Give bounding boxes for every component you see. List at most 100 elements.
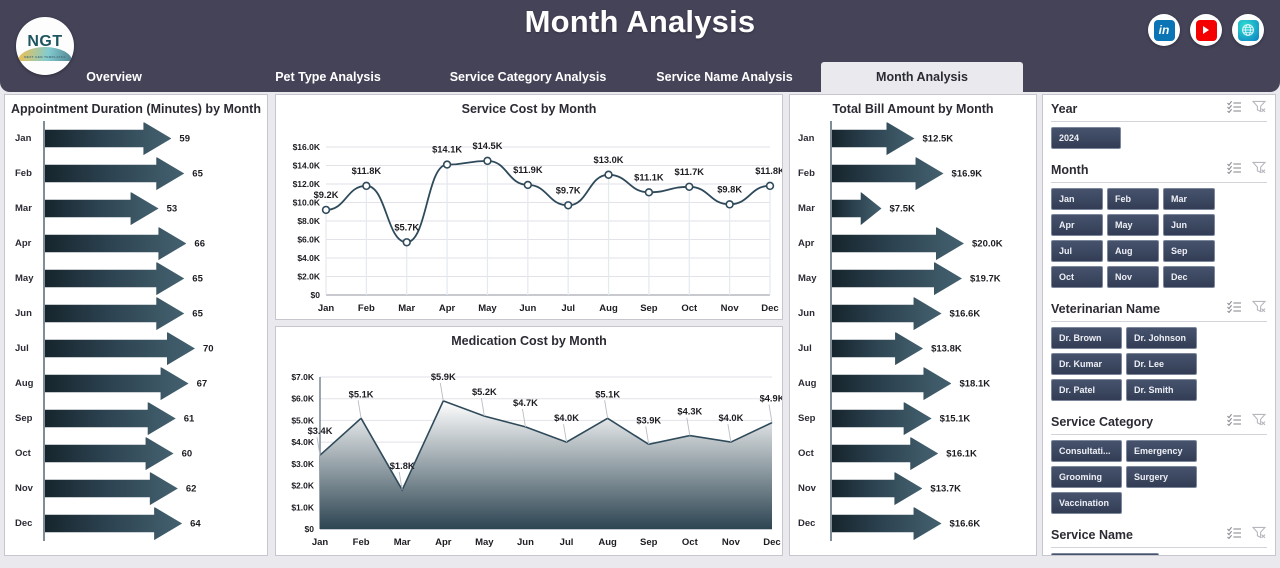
bar-value-label: $12.5K xyxy=(922,133,954,144)
data-value-label: $11.7K xyxy=(675,167,705,177)
multi-select-icon[interactable] xyxy=(1227,300,1242,318)
data-value-label: $14.1K xyxy=(432,145,462,155)
bar-track: $20.0K xyxy=(830,226,1036,261)
slicer-option[interactable]: Grooming xyxy=(1051,466,1122,488)
slicer-option[interactable]: Jan xyxy=(1051,188,1103,210)
slicer-option[interactable]: Surgery xyxy=(1126,466,1197,488)
slicer-option[interactable]: Feb xyxy=(1107,188,1159,210)
slicer-option[interactable]: Dr. Smith xyxy=(1126,379,1197,401)
globe-icon xyxy=(1237,19,1259,41)
bar-row: Dec $16.6K xyxy=(790,506,1036,541)
y-axis-tick: $1.0K xyxy=(291,502,315,512)
category-axis-line xyxy=(830,226,832,261)
slicer-option[interactable]: Jun xyxy=(1163,214,1215,236)
service-cost-chart: $0 $2.0K $4.0K $6.0K $8.0K $10.0K $12.0K $14.0K… xyxy=(276,117,782,321)
bar-value-label: 67 xyxy=(196,378,208,389)
service-cost-title: Service Cost by Month xyxy=(461,102,597,116)
data-value-label: $5.1K xyxy=(595,389,620,399)
bar-category-label: Sep xyxy=(15,413,33,424)
slicer-option[interactable]: Emergency xyxy=(1126,440,1197,462)
slicer-option[interactable]: Consultati... xyxy=(1051,440,1122,462)
slicer-option[interactable]: Nov xyxy=(1107,266,1159,288)
slicer-option[interactable]: Oct xyxy=(1051,266,1103,288)
bar-arrow xyxy=(832,261,963,296)
slicer-option[interactable]: Dec xyxy=(1163,266,1215,288)
x-axis-tick: Jun xyxy=(517,537,534,548)
x-axis-tick: Feb xyxy=(353,537,370,548)
bar-row: Dec 64 xyxy=(5,506,267,541)
slicer-title: Month xyxy=(1051,163,1089,177)
slicer-option[interactable]: Jul xyxy=(1051,240,1103,262)
slicer-option[interactable]: Apr xyxy=(1051,214,1103,236)
bar-arrow xyxy=(832,191,882,226)
x-axis-tick: Nov xyxy=(721,303,740,314)
x-axis-tick: Jul xyxy=(560,537,574,548)
y-axis-tick: $6.0K xyxy=(297,235,321,245)
slicer-divider xyxy=(1051,321,1267,322)
bar-value-label: $13.8K xyxy=(931,343,962,354)
bar-category-label: Dec xyxy=(15,518,33,529)
multi-select-icon[interactable] xyxy=(1227,413,1242,431)
logo-text: NGT xyxy=(27,32,63,50)
bar-row: Feb 65 xyxy=(5,156,267,191)
tab-overview[interactable]: Overview xyxy=(86,70,142,84)
x-axis-tick: Apr xyxy=(435,537,452,548)
category-axis-line xyxy=(830,121,832,156)
bar-value-label: $16.1K xyxy=(946,448,977,459)
tab-month-analysis[interactable]: Month Analysis xyxy=(821,62,1023,92)
tab-service-category-analysis[interactable]: Service Category Analysis xyxy=(449,70,607,84)
y-axis-tick: $2.0K xyxy=(297,272,321,282)
data-point xyxy=(321,205,331,215)
slicer-option[interactable]: Aug xyxy=(1107,240,1159,262)
slicer-option[interactable]: Mar xyxy=(1163,188,1215,210)
slicer-option[interactable]: May xyxy=(1107,214,1159,236)
bar-arrow xyxy=(832,366,952,401)
bar-track: $15.1K xyxy=(830,401,1036,436)
bar-arrow xyxy=(832,121,915,156)
slicer-option[interactable]: Sep xyxy=(1163,240,1215,262)
slicer-option[interactable]: Dr. Patel xyxy=(1051,379,1122,401)
bar-arrow xyxy=(45,506,183,541)
slicer-option[interactable]: Dr. Johnson xyxy=(1126,327,1197,349)
slicer-option[interactable]: Dr. Lee xyxy=(1126,353,1197,375)
tab-service-name-analysis[interactable]: Service Name Analysis xyxy=(656,70,793,84)
appointment-duration-title: Appointment Duration (Minutes) by Month xyxy=(11,102,261,116)
slicer-header: Year xyxy=(1051,95,1267,118)
tab-pet-type-analysis[interactable]: Pet Type Analysis xyxy=(275,70,381,84)
x-axis-tick: Oct xyxy=(682,537,699,548)
website-button[interactable] xyxy=(1232,14,1264,46)
data-value-label: $9.2K xyxy=(314,190,339,200)
multi-select-icon[interactable] xyxy=(1227,100,1242,118)
clear-filter-icon[interactable] xyxy=(1251,413,1267,431)
slicer-option[interactable]: Dr. Brown xyxy=(1051,327,1122,349)
category-axis-line xyxy=(43,261,45,296)
bar-value-label: $16.6K xyxy=(949,308,981,319)
slicer-option[interactable]: Dr. Kumar xyxy=(1051,353,1122,375)
bar-row: May 65 xyxy=(5,261,267,296)
slicer-header: Month xyxy=(1051,156,1267,179)
slicer-title: Service Name xyxy=(1051,528,1134,542)
slicer-option[interactable]: 2024 xyxy=(1051,127,1121,149)
bar-value-label: 61 xyxy=(183,413,195,424)
linkedin-button[interactable]: in xyxy=(1148,14,1180,46)
medication-cost-panel: Medication Cost by Month $0 $1.0K $2.0K $3.… xyxy=(275,326,783,556)
slicer-option[interactable]: Vaccination xyxy=(1051,492,1122,514)
slicer-header: Veterinarian Name xyxy=(1051,295,1267,318)
bar-arrow xyxy=(45,366,189,401)
slicer-option[interactable]: Annual Vaccine xyxy=(1051,553,1159,555)
bar-row: Jan $12.5K xyxy=(790,121,1036,156)
clear-filter-icon[interactable] xyxy=(1251,526,1267,544)
youtube-button[interactable] xyxy=(1190,14,1222,46)
bar-arrow xyxy=(832,296,942,331)
clear-filter-icon[interactable] xyxy=(1251,300,1267,318)
bar-track: $13.8K xyxy=(830,331,1036,366)
y-axis-tick: $14.0K xyxy=(293,161,321,171)
bar-category-label: Jul xyxy=(15,343,29,354)
data-value-label: $5.2K xyxy=(472,387,497,397)
multi-select-icon[interactable] xyxy=(1227,161,1242,179)
clear-filter-icon[interactable] xyxy=(1251,100,1267,118)
multi-select-icon[interactable] xyxy=(1227,526,1242,544)
data-value-label: $9.8K xyxy=(717,184,742,194)
clear-filter-icon[interactable] xyxy=(1251,161,1267,179)
